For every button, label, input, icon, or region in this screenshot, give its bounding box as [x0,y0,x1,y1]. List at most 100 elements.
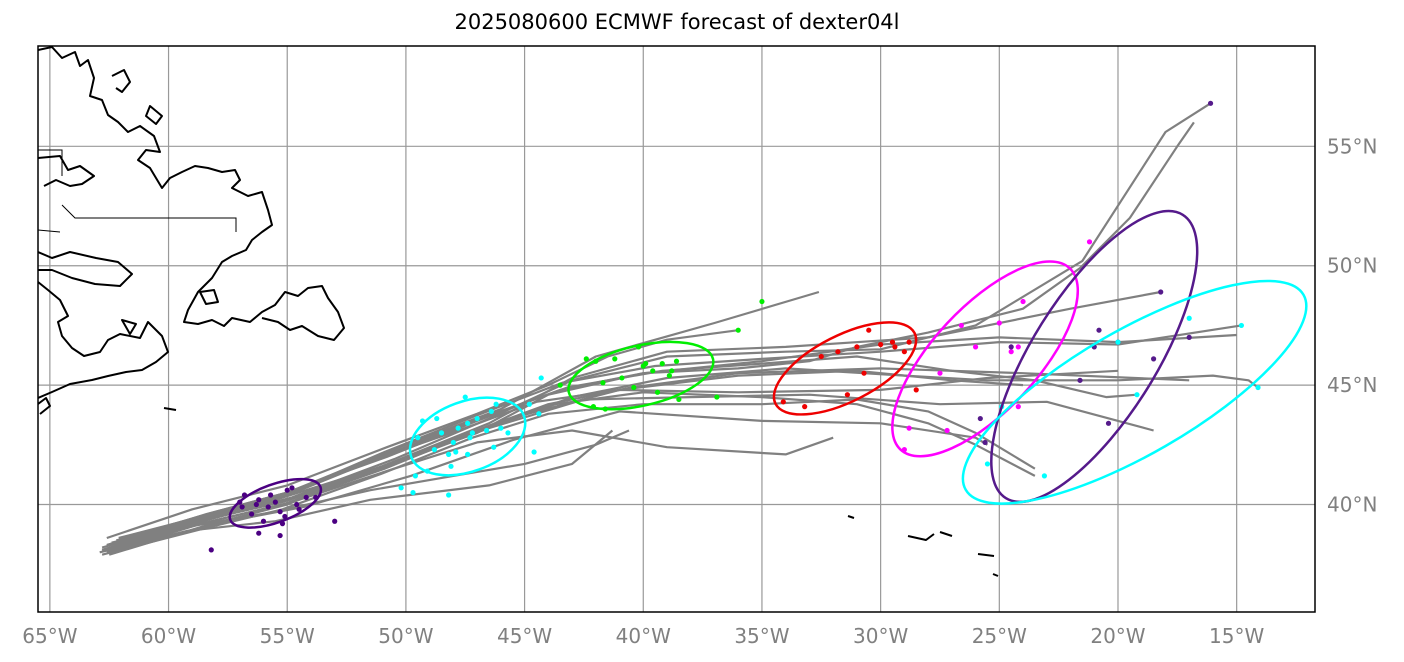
forecast-position-point [666,372,672,379]
forecast-position-point [1207,100,1214,106]
forecast-position-point [600,380,606,386]
forecast-position-point [491,444,497,450]
forecast-position-point [208,547,214,553]
forecast-position-point [538,375,544,381]
longitude-label: 45°W [497,624,552,648]
ensemble-track [108,102,1212,551]
forecast-position-point [249,511,255,517]
ensemble-track [106,324,1242,547]
forecast-position-point [282,513,288,520]
forecast-position-point [844,392,850,398]
longitude-label: 50°W [378,624,433,648]
longitude-label: 20°W [1090,624,1145,648]
forecast-position-point [1186,315,1192,321]
forecast-position-point [1186,334,1192,340]
forecast-position-point [277,509,283,515]
forecast-position-point [410,489,416,496]
forecast-position-point [583,356,589,362]
forecast-position-point [526,401,532,407]
uncertainty-ellipse [408,396,527,477]
forecast-position-point [498,425,504,431]
forecast-position-point [296,506,302,512]
forecast-position-point [465,451,471,457]
forecast-position-point [446,451,452,457]
forecast-position-point [1020,298,1026,305]
forecast-position-point [654,389,661,395]
forecast-position-point [977,415,983,422]
forecast-position-point [619,375,625,381]
coastline [38,46,999,577]
forecast-position-point [780,399,786,405]
longitude-label: 60°W [141,624,196,648]
forecast-position-clusters [208,100,1308,553]
forecast-position-point [958,322,964,329]
longitude-label: 25°W [972,624,1027,648]
forecast-position-point [415,435,421,441]
forecast-position-point [265,504,271,510]
forecast-position-point [1077,377,1083,383]
map-title: 2025080600 ECMWF forecast of dexter04l [454,10,900,34]
latitude-label: 45°N [1327,373,1377,397]
forecast-position-point [878,341,884,348]
forecast-position-point [446,492,452,498]
forecast-position-point [398,485,404,491]
forecast-position-point [861,370,867,376]
forecast-position-point [431,447,437,453]
forecast-position-point [673,358,680,364]
plot-frame [37,45,1316,613]
forecast-position-point [612,356,618,362]
latitude-label: 50°N [1327,254,1377,278]
forecast-position-point [735,327,741,333]
forecast-position-point [294,501,300,508]
forecast-position-point [676,396,682,403]
latitude-label: 55°N [1327,134,1377,158]
longitude-label: 55°W [260,624,315,648]
uncertainty-ellipse [961,279,1308,505]
graticule [38,46,1315,612]
longitude-label: 30°W [853,624,908,648]
forecast-position-point [289,485,295,491]
forecast-position-point [1255,384,1261,391]
forecast-position-point [272,499,278,505]
ensemble-track [106,329,739,540]
forecast-position-point [901,349,907,355]
forecast-position-point [505,430,511,436]
forecast-position-point [1041,473,1048,479]
forecast-position-point [493,401,499,407]
forecast-position-point [239,504,245,510]
forecast-position-point [465,420,471,426]
forecast-position-point [854,344,860,350]
forecast-position-point [1105,420,1112,426]
forecast-position-point [450,439,456,446]
latitude-label: 40°N [1327,493,1377,517]
uncertainty-ellipse [567,340,715,411]
forecast-position-point [412,473,419,479]
forecast-position-point [332,518,338,524]
forecast-position-point [802,404,808,410]
forecast-position-point [260,518,267,524]
forecast-position-point [488,408,494,414]
forecast-position-point [469,430,475,436]
forecast-position-point [484,427,490,434]
forecast-position-point [650,368,656,374]
forecast-position-point [889,339,896,345]
forecast-position-point [937,370,943,376]
forecast-position-point [835,349,841,355]
forecast-position-point [1008,344,1014,350]
forecast-position-point [256,497,262,503]
forecast-position-point [536,411,542,417]
forecast-position-point [1015,344,1021,350]
forecast-position-point [453,449,459,455]
forecast-position-point [253,501,259,508]
forecast-position-point [1115,339,1121,345]
forecast-position-point [906,425,912,431]
forecast-position-point [913,387,919,393]
forecast-position-point [866,327,872,333]
forecast-position-point [1086,239,1093,245]
ensemble-track [101,367,1190,549]
forecast-position-point [659,361,665,367]
forecast-position-point [640,363,646,369]
forecast-position-point [818,353,824,360]
forecast-position-point [996,320,1002,326]
